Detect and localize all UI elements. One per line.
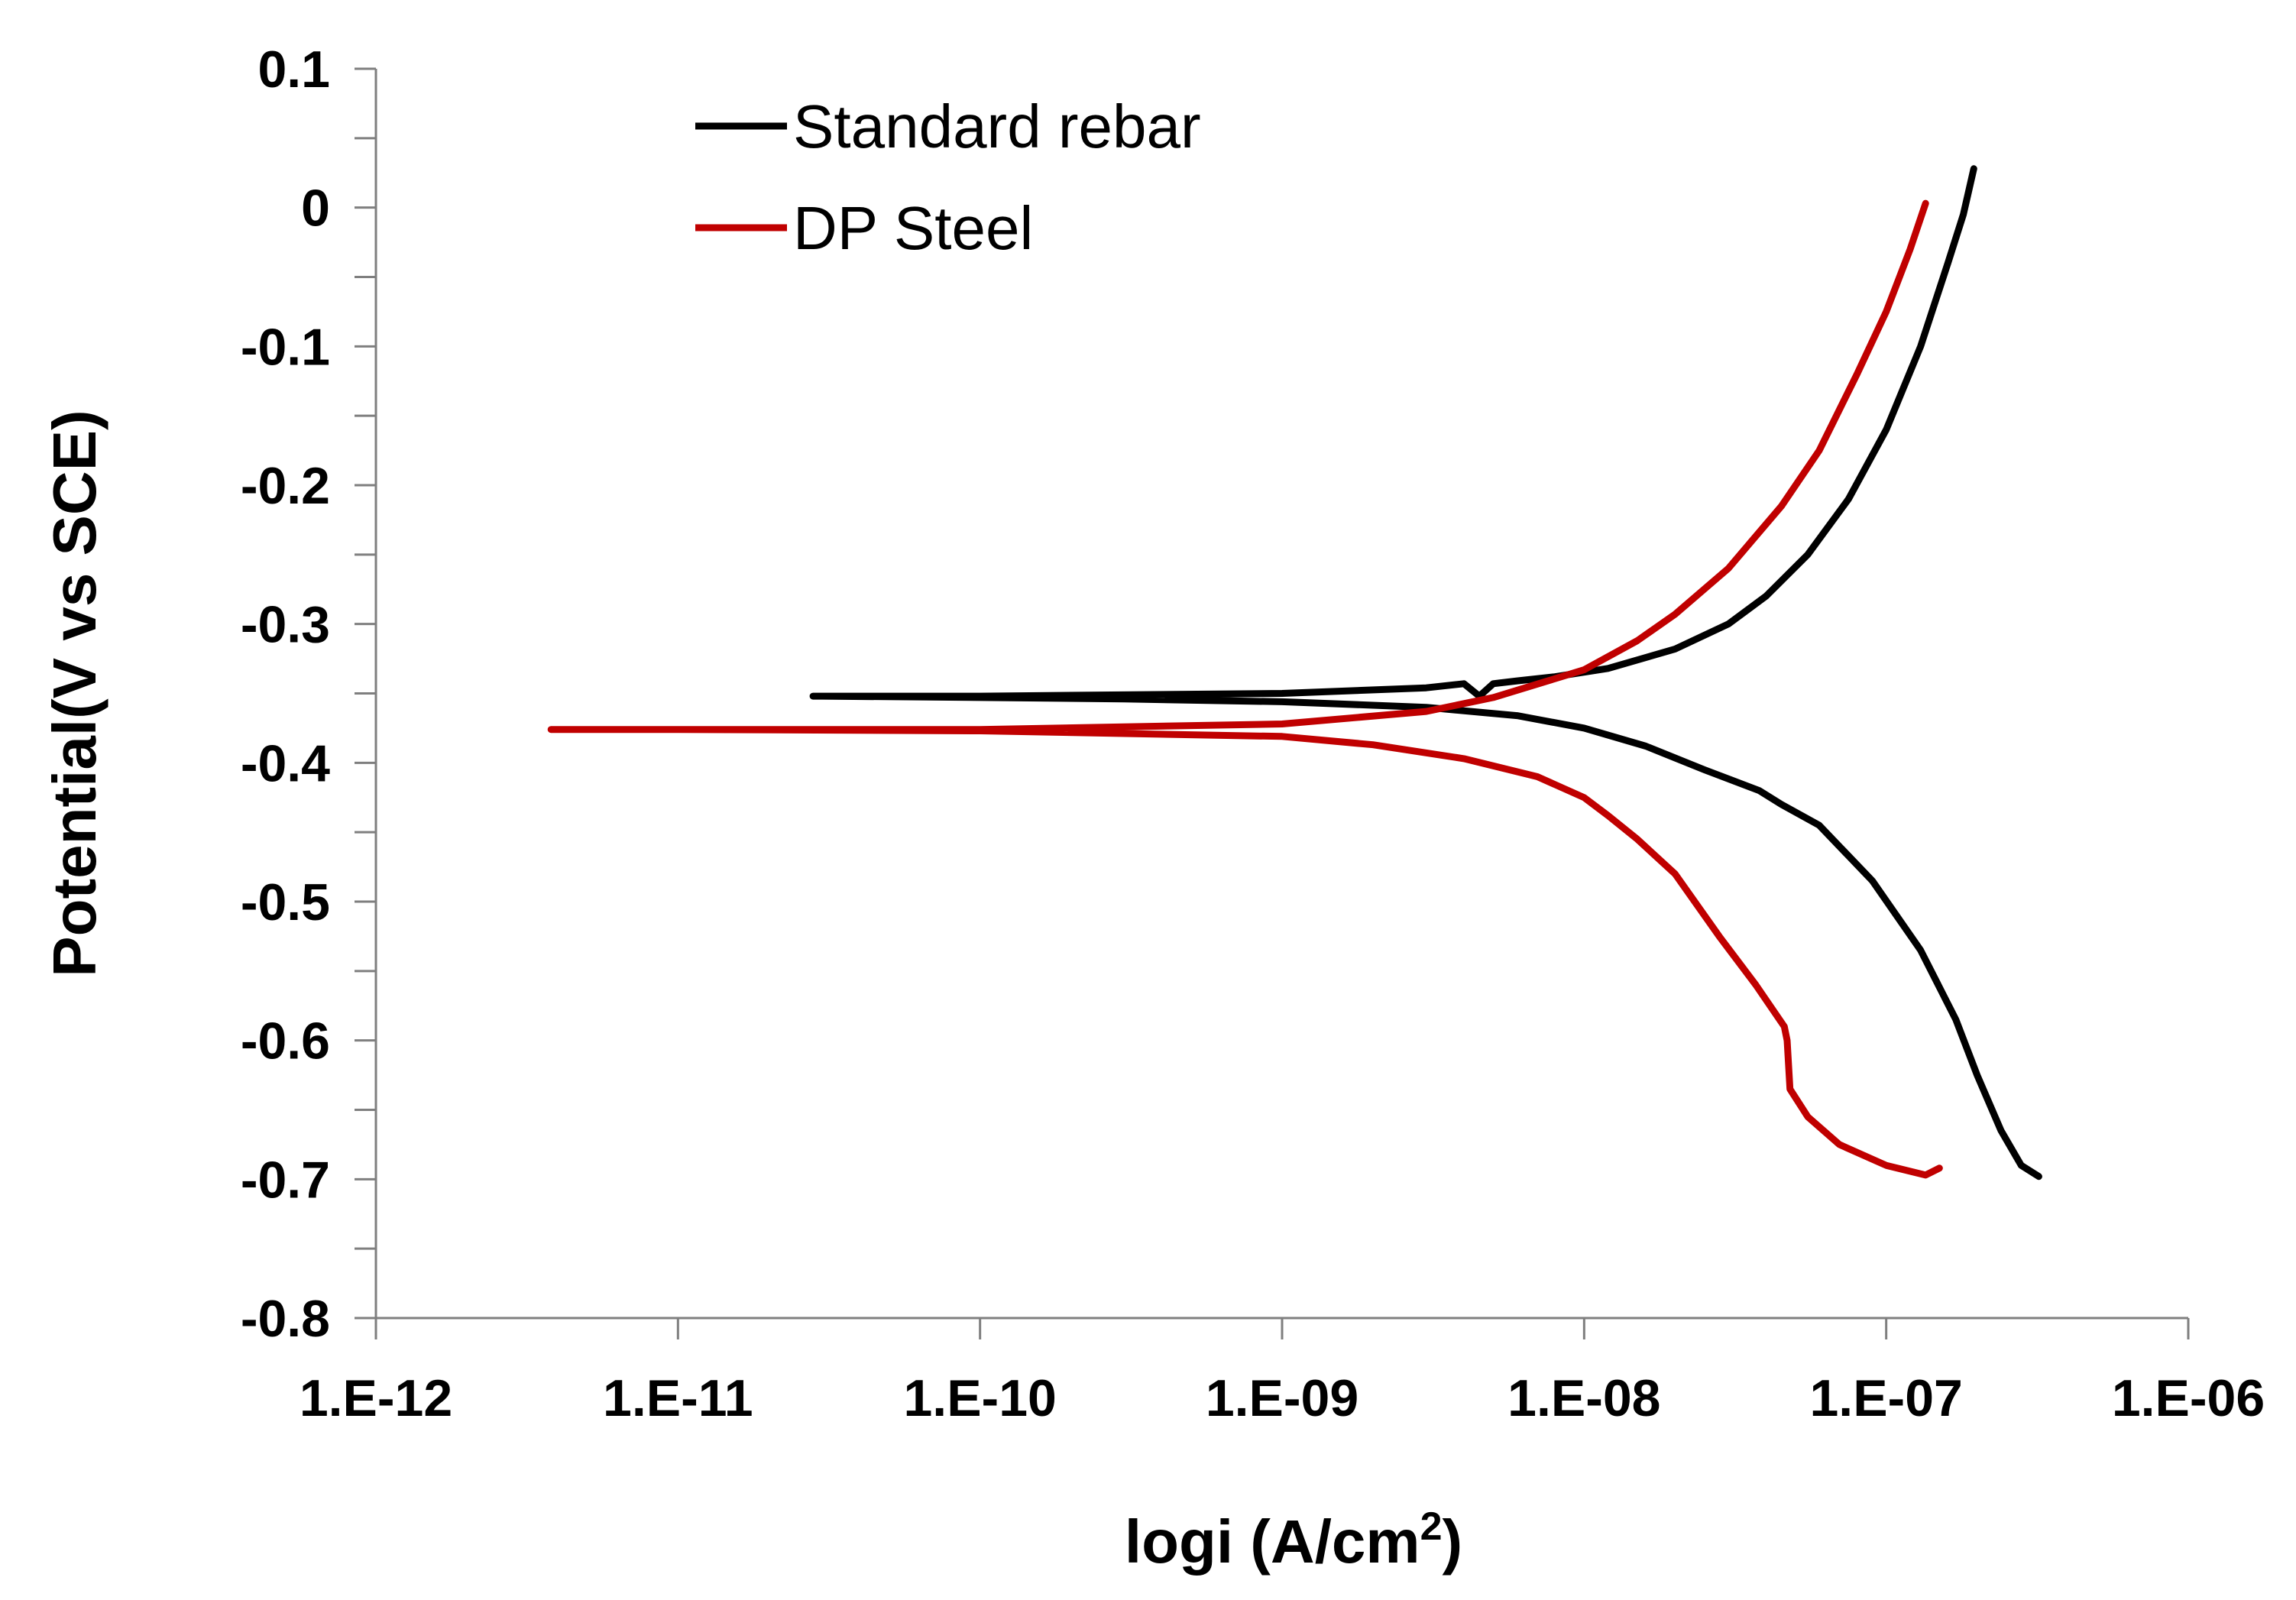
x-axis-title-superscript: 2 (1420, 1504, 1443, 1549)
y-tick-label: -0.3 (241, 596, 330, 654)
y-tick-label: -0.4 (241, 734, 330, 792)
y-axis-title: Potential(V vs SCE) (40, 410, 108, 977)
x-tick-label: 1.E-10 (903, 1369, 1056, 1427)
y-tick-label: -0.7 (241, 1151, 330, 1209)
x-tick-label: 1.E-11 (603, 1369, 753, 1427)
y-tick-label: -0.5 (241, 873, 330, 931)
y-tick-label: 0.1 (257, 40, 330, 99)
y-axis-ticks: 0.1 0 -0.1 -0.2 -0.3 -0.4 -0.5 -0.6 -0.7 -0.8 (241, 40, 376, 1348)
x-axis-title-main: logi (A/cm (1125, 1508, 1420, 1576)
x-tick-label: 1.E-08 (1507, 1369, 1660, 1427)
y-tick-label: 0 (301, 180, 330, 238)
series-line-dp-steel (547, 199, 1943, 1179)
y-tick-label: -0.8 (241, 1290, 330, 1348)
series-line-standard-rebar (809, 165, 2042, 1181)
x-tick-label: 1.E-06 (2112, 1369, 2265, 1427)
x-axis-title: logi (A/cm2) (1125, 1504, 1462, 1576)
y-tick-label: -0.1 (241, 318, 330, 376)
x-tick-label: 1.E-09 (1206, 1369, 1358, 1427)
y-tick-label: -0.2 (241, 457, 330, 515)
y-tick-label: -0.6 (241, 1012, 330, 1070)
legend: Standard rebar DP Steel (695, 92, 1201, 262)
legend-label: DP Steel (793, 194, 1033, 262)
x-tick-label: 1.E-07 (1809, 1369, 1962, 1427)
x-axis-ticks: 1.E-12 1.E-11 1.E-10 1.E-09 1.E-08 1.E-07 1.E-… (300, 1318, 2265, 1427)
x-tick-label: 1.E-12 (300, 1369, 452, 1427)
x-axis-title-close: ) (1442, 1508, 1462, 1576)
legend-label: Standard rebar (793, 92, 1201, 160)
series-group (547, 165, 2042, 1181)
